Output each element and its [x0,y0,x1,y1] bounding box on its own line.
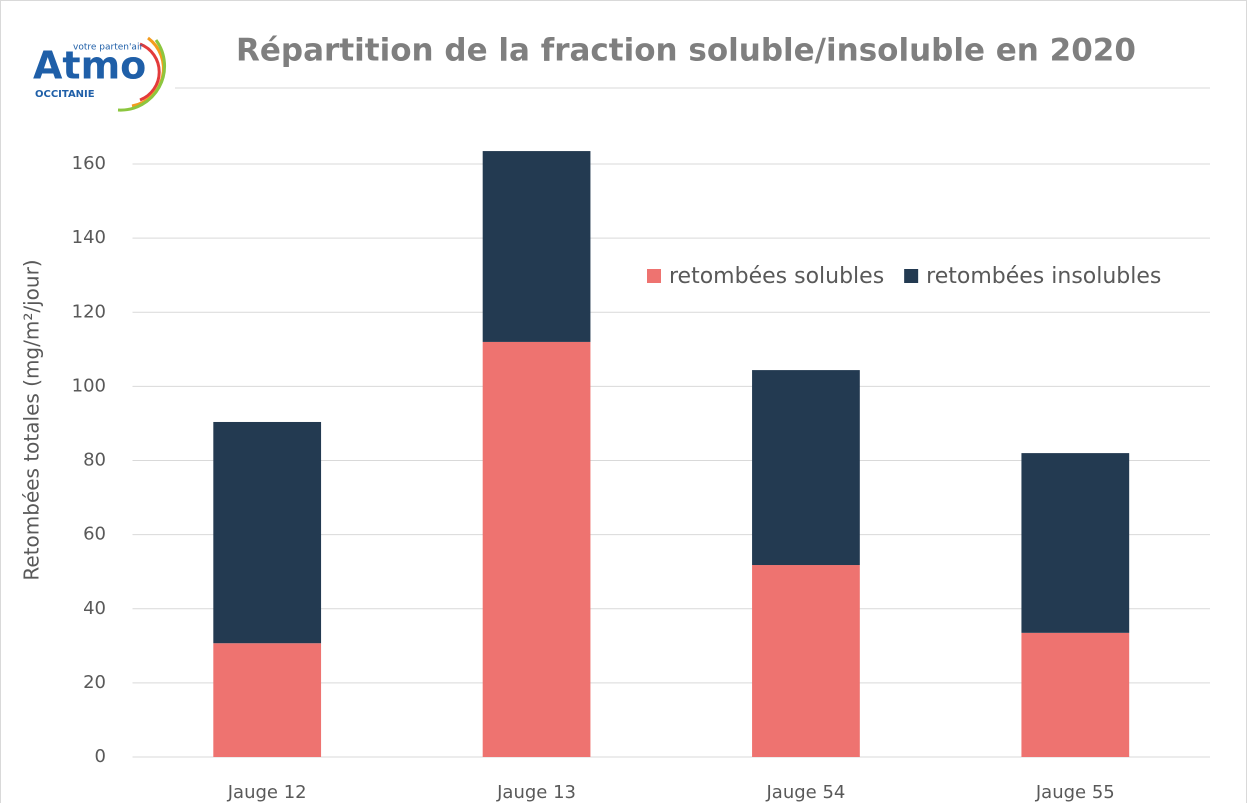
bar-segment [482,341,591,757]
x-tick-label: Jauge 13 [496,782,576,803]
y-axis-label: Retombées totales (mg/m²/jour) [20,259,44,580]
x-tick-label: Jauge 12 [227,782,307,803]
legend-label: retombées insolubles [926,264,1161,289]
y-tick-label: 160 [72,153,106,174]
logo-region: OCCITANIE [35,89,95,100]
x-tick-label: Jauge 54 [766,782,846,803]
bar-segment [1021,453,1130,633]
y-tick-label: 40 [83,598,106,619]
logo: votre parten'air Atmo OCCITANIE [33,36,167,112]
bar-segment [213,643,322,757]
logo-name: Atmo [33,44,146,88]
bar-segment [752,370,860,566]
logo-arc [139,42,161,102]
y-tick-label: 120 [72,301,106,322]
y-tick-label: 80 [83,450,106,471]
legend-swatch [647,269,661,283]
chart-title: Répartition de la fraction soluble/insol… [236,33,1136,69]
logo-arc [117,39,167,112]
logo-tagline: votre parten'air [73,43,143,53]
bar-segment [1021,632,1130,757]
y-tick-label: 60 [83,524,106,545]
y-tick-label: 0 [95,746,106,767]
legend: retombées solubles retombées insolubles [647,264,1161,289]
y-tick-label: 100 [72,375,106,396]
legend-label: retombées solubles [669,264,884,289]
y-tick-label: 140 [72,227,106,248]
legend-swatch [904,269,919,283]
y-tick-label: 20 [83,672,106,693]
bar-segment [752,565,860,757]
bar-segment [482,151,591,342]
bar-segment [213,421,322,644]
x-tick-label: Jauge 55 [1035,782,1115,803]
